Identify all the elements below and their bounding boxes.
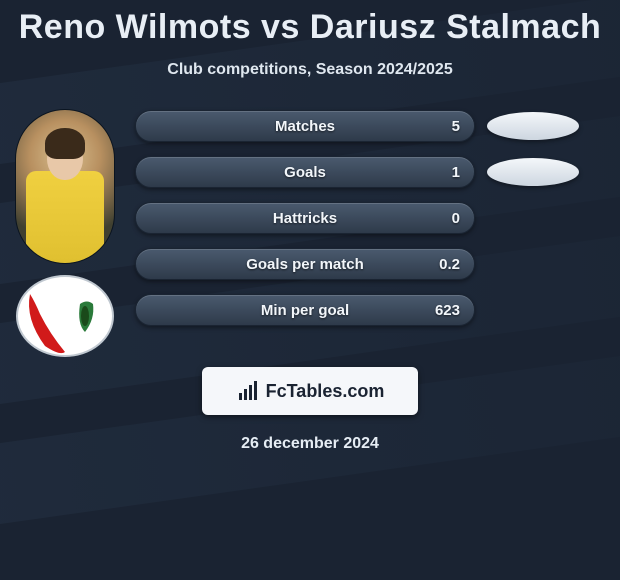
- player-avatar: [15, 109, 115, 264]
- logo-text: FcTables.com: [266, 381, 385, 402]
- stat-pill-goals-per-match: Goals per match 0.2: [135, 248, 475, 280]
- stat-label: Goals: [284, 164, 326, 181]
- stat-value: 0: [452, 210, 460, 227]
- date-label: 26 december 2024: [0, 435, 620, 453]
- comparison-ellipse: [487, 112, 579, 140]
- stat-label: Min per goal: [261, 302, 349, 319]
- stat-row: Matches 5: [135, 109, 600, 143]
- stat-row: Min per goal 623: [135, 293, 600, 327]
- stat-value: 1: [452, 164, 460, 181]
- comparison-content: Matches 5 Goals 1 Hattricks 0 Goals per …: [0, 109, 620, 327]
- comparison-ellipse: [487, 158, 579, 186]
- subtitle: Club competitions, Season 2024/2025: [0, 61, 620, 79]
- stat-row: Hattricks 0: [135, 201, 600, 235]
- stats-bars: Matches 5 Goals 1 Hattricks 0 Goals per …: [135, 109, 600, 327]
- stat-pill-min-per-goal: Min per goal 623: [135, 294, 475, 326]
- stat-value: 5: [452, 118, 460, 135]
- stat-row: Goals per match 0.2: [135, 247, 600, 281]
- source-logo: FcTables.com: [202, 367, 418, 415]
- stat-label: Hattricks: [273, 210, 337, 227]
- chart-icon: [236, 379, 260, 403]
- page-title: Reno Wilmots vs Dariusz Stalmach: [0, 0, 620, 47]
- stat-row: Goals 1: [135, 155, 600, 189]
- club-badge: [15, 274, 115, 359]
- stat-label: Matches: [275, 118, 335, 135]
- left-column: [10, 109, 120, 359]
- stat-pill-goals: Goals 1: [135, 156, 475, 188]
- stat-value: 623: [435, 302, 460, 319]
- stat-pill-matches: Matches 5: [135, 110, 475, 142]
- stat-value: 0.2: [439, 256, 460, 273]
- stat-label: Goals per match: [246, 256, 364, 273]
- stat-pill-hattricks: Hattricks 0: [135, 202, 475, 234]
